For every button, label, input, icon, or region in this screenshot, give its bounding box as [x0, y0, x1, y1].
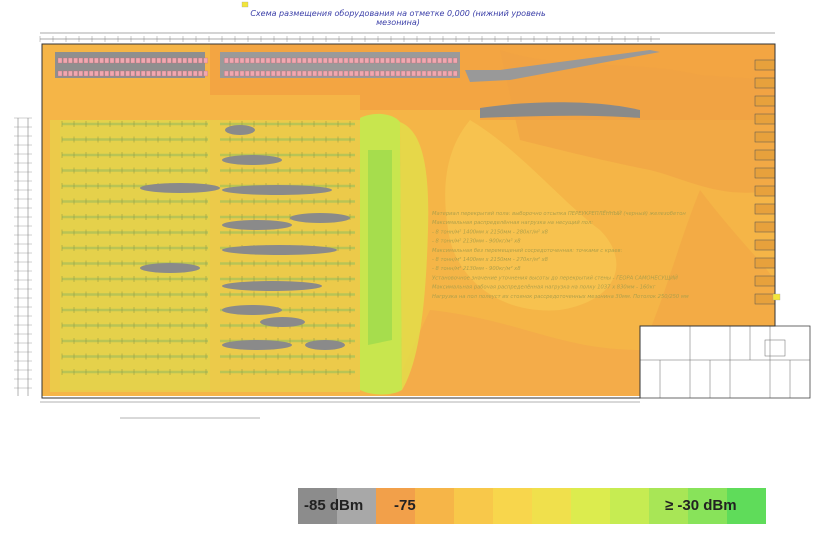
plan-note-line: Нагрузка на пол полеуст их стоянок расср… [432, 294, 689, 300]
coverage-zone-yellow-green [400, 122, 429, 390]
legend-min-label: -85 dBm [304, 497, 364, 514]
dimension-chain-top [40, 32, 775, 40]
signal-legend [298, 488, 766, 524]
plan-note-line: Установочное значение уточнения высоты д… [432, 274, 678, 281]
dead-zones [140, 125, 350, 350]
plan-note-line: - 8 тонн/м² 2130мм - 900кг/м² х8 [432, 266, 521, 272]
legend-color-segment [688, 488, 727, 524]
plan-title: Схема размещения оборудования на отметке… [250, 9, 546, 27]
coverage-zone-orange [500, 50, 775, 193]
coverage-heatmap-floorplan: Материал перекрытий пола: выборочно отсы… [14, 1, 811, 419]
office-block [639, 325, 811, 399]
rack-area-coverage [60, 120, 210, 390]
plan-note-line: Материал перекрытий пола: выборочно отсы… [432, 210, 686, 217]
legend-color-segment [454, 488, 493, 524]
dead-zone-wing [480, 102, 640, 118]
building-outline [41, 43, 776, 399]
legend-color-segment [337, 488, 376, 524]
dimension-ticks [39, 36, 652, 42]
dimension-chain-bottom [40, 401, 640, 419]
plan-note-line: Максимальная рабочая распределённая нагр… [432, 285, 656, 291]
plan-notes: Материал перекрытий пола: выборочно отсы… [432, 210, 689, 300]
coverage-zone-orange [650, 190, 775, 330]
plan-note-line: - 8 тонн/м² 1400мм х 2150мм - 270кг/м² х… [432, 257, 549, 263]
legend-color-segment [571, 488, 610, 524]
access-point-marker [241, 1, 249, 8]
legend-mid-label: -75 [394, 497, 416, 514]
legend-color-segment [298, 488, 337, 524]
plan-note-line: - 8 тонн/м² 2130мм - 900кг/м² х8 [432, 239, 521, 245]
coverage-zone-yellow [445, 120, 617, 311]
legend-color-segment [493, 488, 532, 524]
coverage-zone-green [368, 150, 392, 345]
legend-color-segment [376, 488, 415, 524]
legend-color-segment [532, 488, 571, 524]
legend-color-segment [727, 488, 766, 524]
rack-rows [61, 121, 355, 375]
plan-note-line: - 8 тонн/м² 1400мм х 2150мм - 280кг/м² х… [432, 229, 549, 235]
access-point-marker [772, 293, 781, 301]
dead-zone-diagonal [465, 50, 660, 82]
plan-note-line: Максимальная распределённая нагрузка на … [432, 220, 593, 226]
legend-color-segment [415, 488, 454, 524]
legend-color-segment [610, 488, 649, 524]
legend-max-label: ≥ -30 dBm [665, 497, 737, 514]
coverage-zone-orange [390, 310, 640, 396]
left-ticks [14, 117, 32, 389]
right-wall-gates [754, 59, 776, 305]
left-dimension-chain [17, 118, 29, 396]
legend-color-segment [649, 488, 688, 524]
racks-top [57, 57, 458, 77]
plan-note-line: Максимальная без перемещений сосредоточе… [432, 248, 623, 254]
